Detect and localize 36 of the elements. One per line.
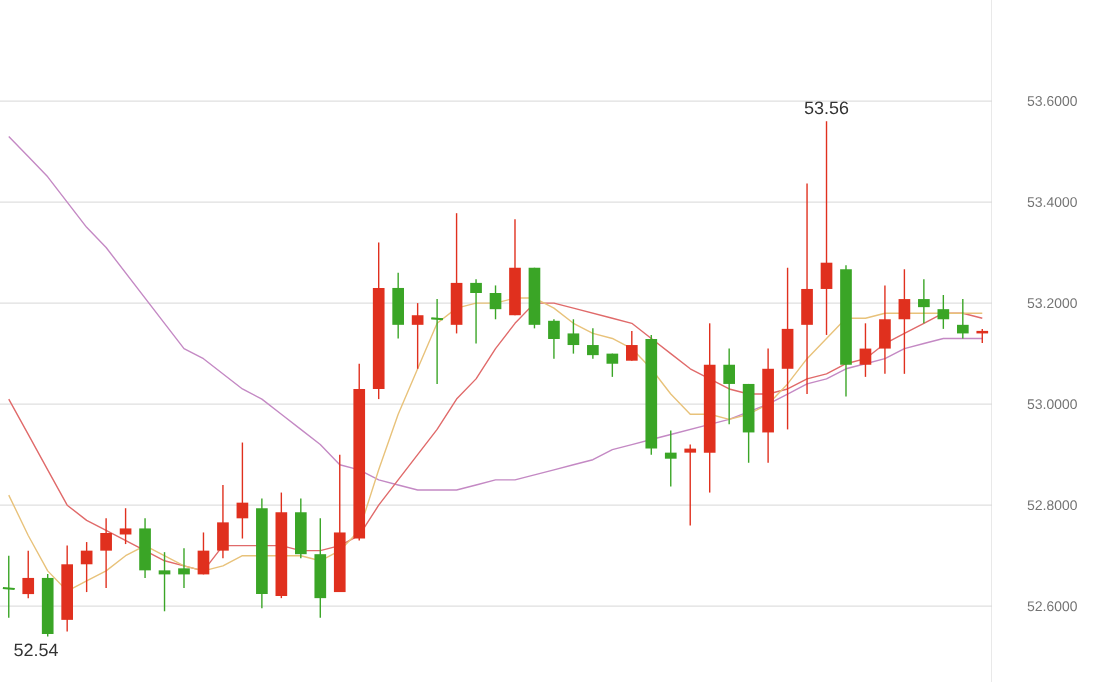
candlestick <box>217 484 229 559</box>
annotation: 52.54 <box>14 643 58 657</box>
candlestick <box>918 278 930 325</box>
candlestick <box>236 441 249 540</box>
candlestick <box>781 267 794 431</box>
candlestick <box>956 298 969 340</box>
candlestick <box>820 120 833 336</box>
candlestick <box>625 330 638 362</box>
candlestick <box>587 327 599 360</box>
candlestick <box>548 318 560 360</box>
candlestick <box>879 284 891 375</box>
candlestick <box>314 517 327 619</box>
candlestick <box>80 541 93 593</box>
candlestick <box>801 182 813 395</box>
candlestick <box>294 497 307 559</box>
candlestick <box>178 547 190 589</box>
candlestick <box>411 302 424 370</box>
candlestick <box>119 507 132 545</box>
candlestick <box>392 272 405 340</box>
candlestick <box>197 531 210 576</box>
candlestick <box>723 347 736 426</box>
candlestick <box>859 322 872 378</box>
candlestick <box>450 212 463 335</box>
candlestick <box>509 218 521 316</box>
candlestick <box>489 284 502 320</box>
candlestick <box>898 268 911 375</box>
candlestick <box>470 278 482 345</box>
candlestick <box>684 443 697 527</box>
candlestick <box>100 517 112 589</box>
candlestick <box>22 549 35 599</box>
candlestick <box>139 517 151 579</box>
candlestick <box>158 551 171 612</box>
candlestick <box>937 294 950 330</box>
candlestick <box>567 318 580 355</box>
annotation: 53.56 <box>804 101 849 115</box>
candlestick <box>664 429 677 488</box>
